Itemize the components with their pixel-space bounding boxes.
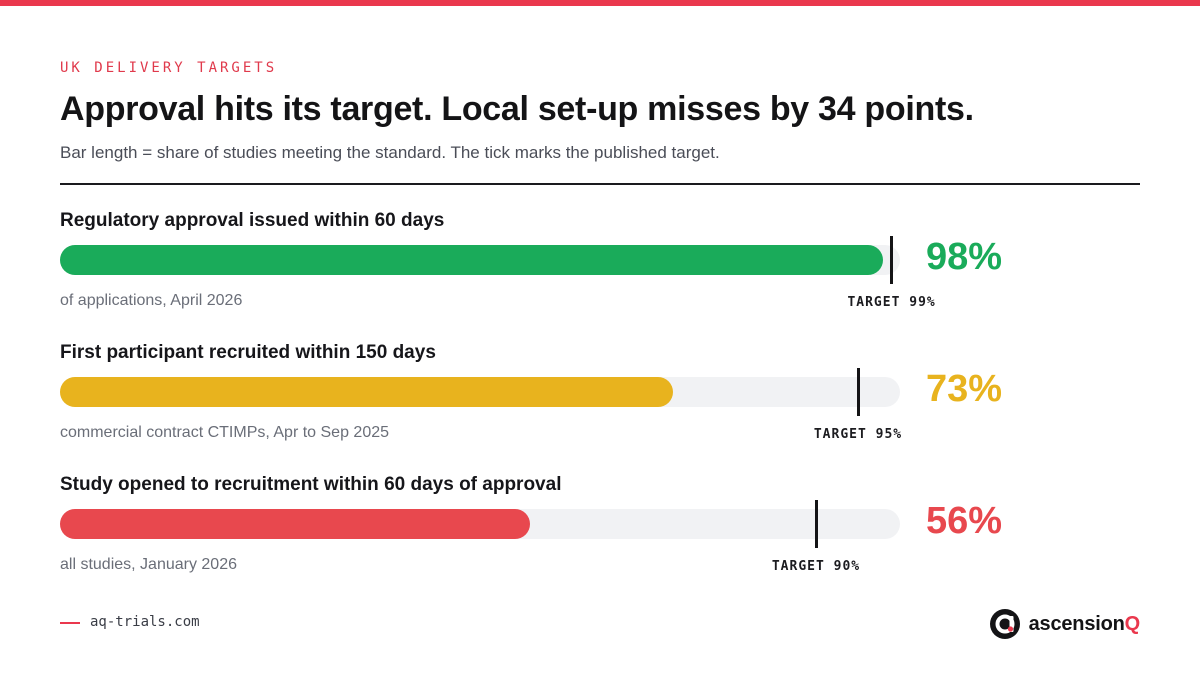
brand-name: ascensionQ [1028, 612, 1141, 636]
bar-row: First participant recruited within 150 d… [60, 342, 1140, 462]
bar-track [60, 245, 900, 275]
bar-note: all studies, January 2026 [60, 556, 237, 573]
top-accent-bar [0, 0, 1200, 6]
bar-fill [60, 509, 531, 539]
brand-name-accent: Q [1124, 612, 1141, 635]
bar-value-label: 73% [926, 368, 1003, 410]
chart-title: Approval hits its target. Local set-up m… [60, 90, 974, 128]
target-label: TARGET 90% [771, 559, 861, 574]
target-label: TARGET 95% [813, 427, 903, 442]
eyebrow-label: UK DELIVERY TARGETS [60, 60, 278, 76]
bar-label: Regulatory approval issued within 60 day… [60, 210, 445, 231]
footer-accent-line [60, 622, 80, 624]
bar-note: commercial contract CTIMPs, Apr to Sep 2… [60, 424, 390, 441]
brand-logo: ascensionQ [989, 608, 1140, 640]
chart-subtitle: Bar length = share of studies meeting th… [60, 143, 720, 162]
bar-note: of applications, April 2026 [60, 292, 243, 309]
bar-label: Study opened to recruitment within 60 da… [60, 474, 562, 495]
target-tick [814, 500, 818, 548]
bar-track [60, 377, 900, 407]
header-divider [60, 183, 1140, 185]
bar-row: Regulatory approval issued within 60 day… [60, 210, 1140, 330]
bar-value-label: 56% [926, 500, 1003, 542]
target-tick [856, 368, 860, 416]
bar-label: First participant recruited within 150 d… [60, 342, 436, 363]
footer-url-link[interactable]: aq-trials.com [90, 614, 200, 630]
bar-fill [60, 245, 884, 275]
target-label: TARGET 99% [847, 295, 936, 310]
bar-track [60, 509, 900, 539]
bar-value-label: 98% [926, 236, 1003, 278]
bar-fill [60, 377, 674, 407]
ascensionq-logo-icon [989, 609, 1020, 639]
brand-name-main: ascension [1028, 612, 1125, 635]
bar-row: Study opened to recruitment within 60 da… [60, 474, 1140, 594]
target-tick [890, 236, 894, 284]
